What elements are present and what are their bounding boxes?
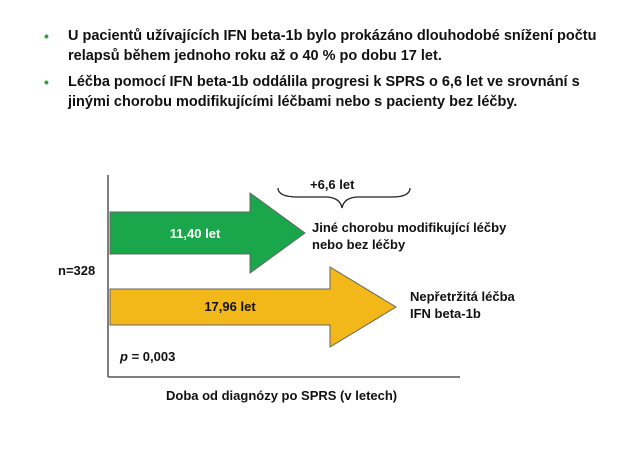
p-value-number: = 0,003 bbox=[127, 349, 176, 364]
bullet-dot-icon: • bbox=[44, 74, 49, 90]
p-symbol: p bbox=[120, 349, 128, 364]
bullet-item: • U pacientů užívajících IFN beta-1b byl… bbox=[40, 26, 610, 66]
yellow-arrow-label-line1: Nepřetržitá léčba bbox=[410, 289, 515, 304]
arrow-ifn-beta-1b bbox=[109, 266, 397, 348]
yellow-arrow-label-line2: IFN beta-1b bbox=[410, 306, 481, 321]
bullet-text: Léčba pomocí IFN beta-1b oddálila progre… bbox=[68, 74, 580, 110]
green-arrow-label: Jiné chorobu modifikující léčby nebo bez… bbox=[312, 219, 506, 253]
bullet-dot-icon: • bbox=[44, 28, 49, 44]
yellow-arrow-label: Nepřetržitá léčba IFN beta-1b bbox=[410, 288, 515, 322]
green-arrow-value: 11,40 let bbox=[169, 226, 221, 241]
difference-label: +6,6 let bbox=[310, 177, 355, 192]
sample-size-label: n=328 bbox=[58, 263, 96, 278]
yellow-arrow-value: 17,96 let bbox=[204, 299, 256, 314]
bullet-list: • U pacientů užívajících IFN beta-1b byl… bbox=[40, 26, 610, 118]
p-value-label: p = 0,003 bbox=[120, 348, 175, 365]
bullet-text: U pacientů užívajících IFN beta-1b bylo … bbox=[68, 28, 597, 64]
bullet-item: • Léčba pomocí IFN beta-1b oddálila prog… bbox=[40, 72, 610, 112]
arrow-other-treatments bbox=[109, 192, 306, 274]
difference-brace bbox=[277, 187, 411, 209]
green-arrow-label-line1: Jiné chorobu modifikující léčby bbox=[312, 220, 507, 235]
green-arrow-label-line2: nebo bez léčby bbox=[312, 237, 406, 252]
x-axis-label: Doba od diagnózy po SPRS (v letech) bbox=[166, 388, 398, 403]
